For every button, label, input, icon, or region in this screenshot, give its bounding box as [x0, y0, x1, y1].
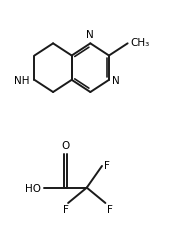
- Text: NH: NH: [14, 76, 30, 86]
- Text: N: N: [112, 76, 120, 86]
- Text: N: N: [87, 30, 94, 40]
- Text: F: F: [63, 204, 69, 214]
- Text: F: F: [104, 160, 110, 170]
- Text: O: O: [61, 140, 69, 150]
- Text: CH₃: CH₃: [131, 38, 150, 48]
- Text: HO: HO: [25, 183, 41, 193]
- Text: F: F: [107, 204, 113, 214]
